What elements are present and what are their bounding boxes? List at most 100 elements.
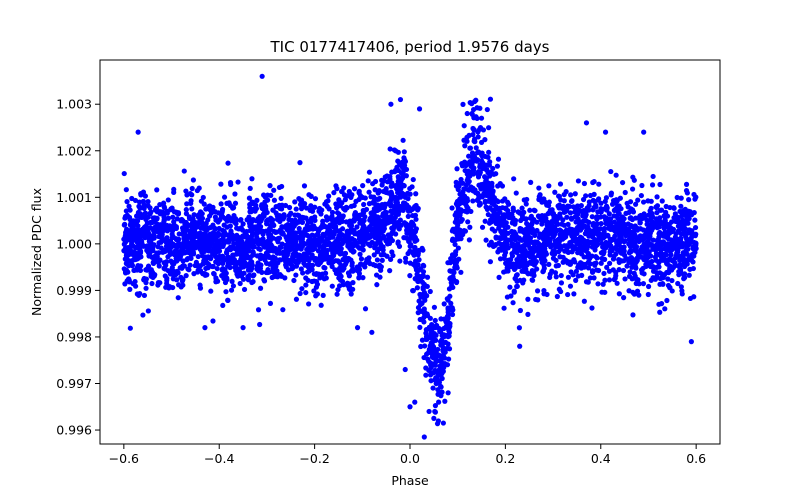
data-point (401, 149, 407, 155)
data-point (150, 248, 156, 254)
data-point (228, 258, 234, 264)
data-point (147, 211, 153, 217)
data-point (596, 267, 602, 274)
data-point (444, 345, 450, 351)
data-point (487, 259, 494, 265)
data-point (410, 288, 416, 294)
data-point (617, 235, 623, 241)
data-point (407, 260, 413, 266)
data-point (633, 280, 639, 287)
data-point (279, 183, 285, 190)
data-point (675, 238, 681, 244)
data-point (441, 301, 447, 307)
data-point (590, 220, 597, 227)
data-point (389, 217, 395, 223)
data-point (335, 258, 341, 264)
data-point (356, 196, 362, 203)
data-point (666, 221, 672, 228)
data-point (500, 243, 506, 250)
data-point (575, 207, 581, 213)
data-point (460, 196, 466, 202)
data-point (222, 279, 229, 286)
data-point (192, 245, 198, 251)
data-point (229, 278, 235, 284)
data-point (679, 288, 685, 294)
data-point (480, 127, 487, 133)
data-point (455, 186, 461, 193)
data-point (129, 195, 135, 202)
data-point (352, 186, 358, 192)
data-point (571, 227, 577, 233)
data-point (224, 275, 230, 281)
data-point (494, 163, 501, 169)
data-point (383, 189, 389, 195)
data-point (489, 193, 495, 200)
data-point (401, 235, 407, 241)
data-point (376, 218, 382, 224)
data-point (592, 247, 598, 253)
data-point (270, 207, 276, 213)
data-point (620, 220, 626, 226)
data-point (562, 248, 568, 254)
data-point (677, 262, 683, 268)
data-point (507, 212, 513, 218)
data-point (438, 328, 444, 335)
data-point (191, 212, 197, 218)
data-point (249, 259, 255, 265)
data-point (229, 232, 235, 238)
data-point (348, 226, 355, 232)
data-point (284, 243, 291, 249)
data-point (396, 243, 403, 249)
data-point (502, 239, 509, 245)
data-point (665, 276, 671, 282)
data-point (183, 211, 190, 217)
data-point (440, 352, 446, 359)
data-point (535, 213, 542, 219)
data-point (191, 233, 197, 239)
data-point (516, 235, 522, 241)
data-point (307, 207, 313, 214)
data-point (482, 190, 489, 197)
data-point (619, 179, 626, 186)
y-tick-label: 1.001 (56, 190, 92, 205)
data-point (545, 226, 551, 232)
data-point (541, 288, 547, 294)
data-point (534, 288, 541, 294)
data-point (271, 197, 278, 203)
data-point (337, 228, 343, 234)
data-point (622, 276, 628, 282)
data-point (143, 285, 149, 291)
data-point (573, 238, 579, 244)
data-point (594, 216, 600, 222)
data-point (591, 178, 597, 185)
data-point (599, 240, 605, 247)
data-point (644, 245, 650, 251)
data-point (280, 307, 286, 313)
data-point (662, 229, 668, 235)
data-point (483, 237, 489, 243)
data-point (346, 236, 352, 243)
data-point (557, 181, 564, 187)
data-point (635, 197, 641, 203)
data-point (486, 125, 492, 131)
data-point (590, 233, 596, 239)
data-point (686, 197, 692, 203)
data-point (255, 264, 261, 270)
data-point (591, 191, 597, 197)
data-point (623, 210, 629, 216)
data-point (163, 259, 170, 265)
data-point (210, 318, 216, 324)
data-point (250, 252, 256, 258)
data-point (400, 137, 406, 143)
data-point (282, 275, 288, 281)
data-point (143, 226, 149, 232)
data-point (564, 214, 570, 220)
data-point (219, 253, 226, 259)
data-point (440, 420, 446, 426)
data-point (184, 257, 190, 263)
data-point (616, 291, 622, 297)
data-point (608, 247, 614, 253)
data-point (570, 272, 576, 278)
data-point (342, 233, 348, 239)
data-point (633, 259, 639, 266)
